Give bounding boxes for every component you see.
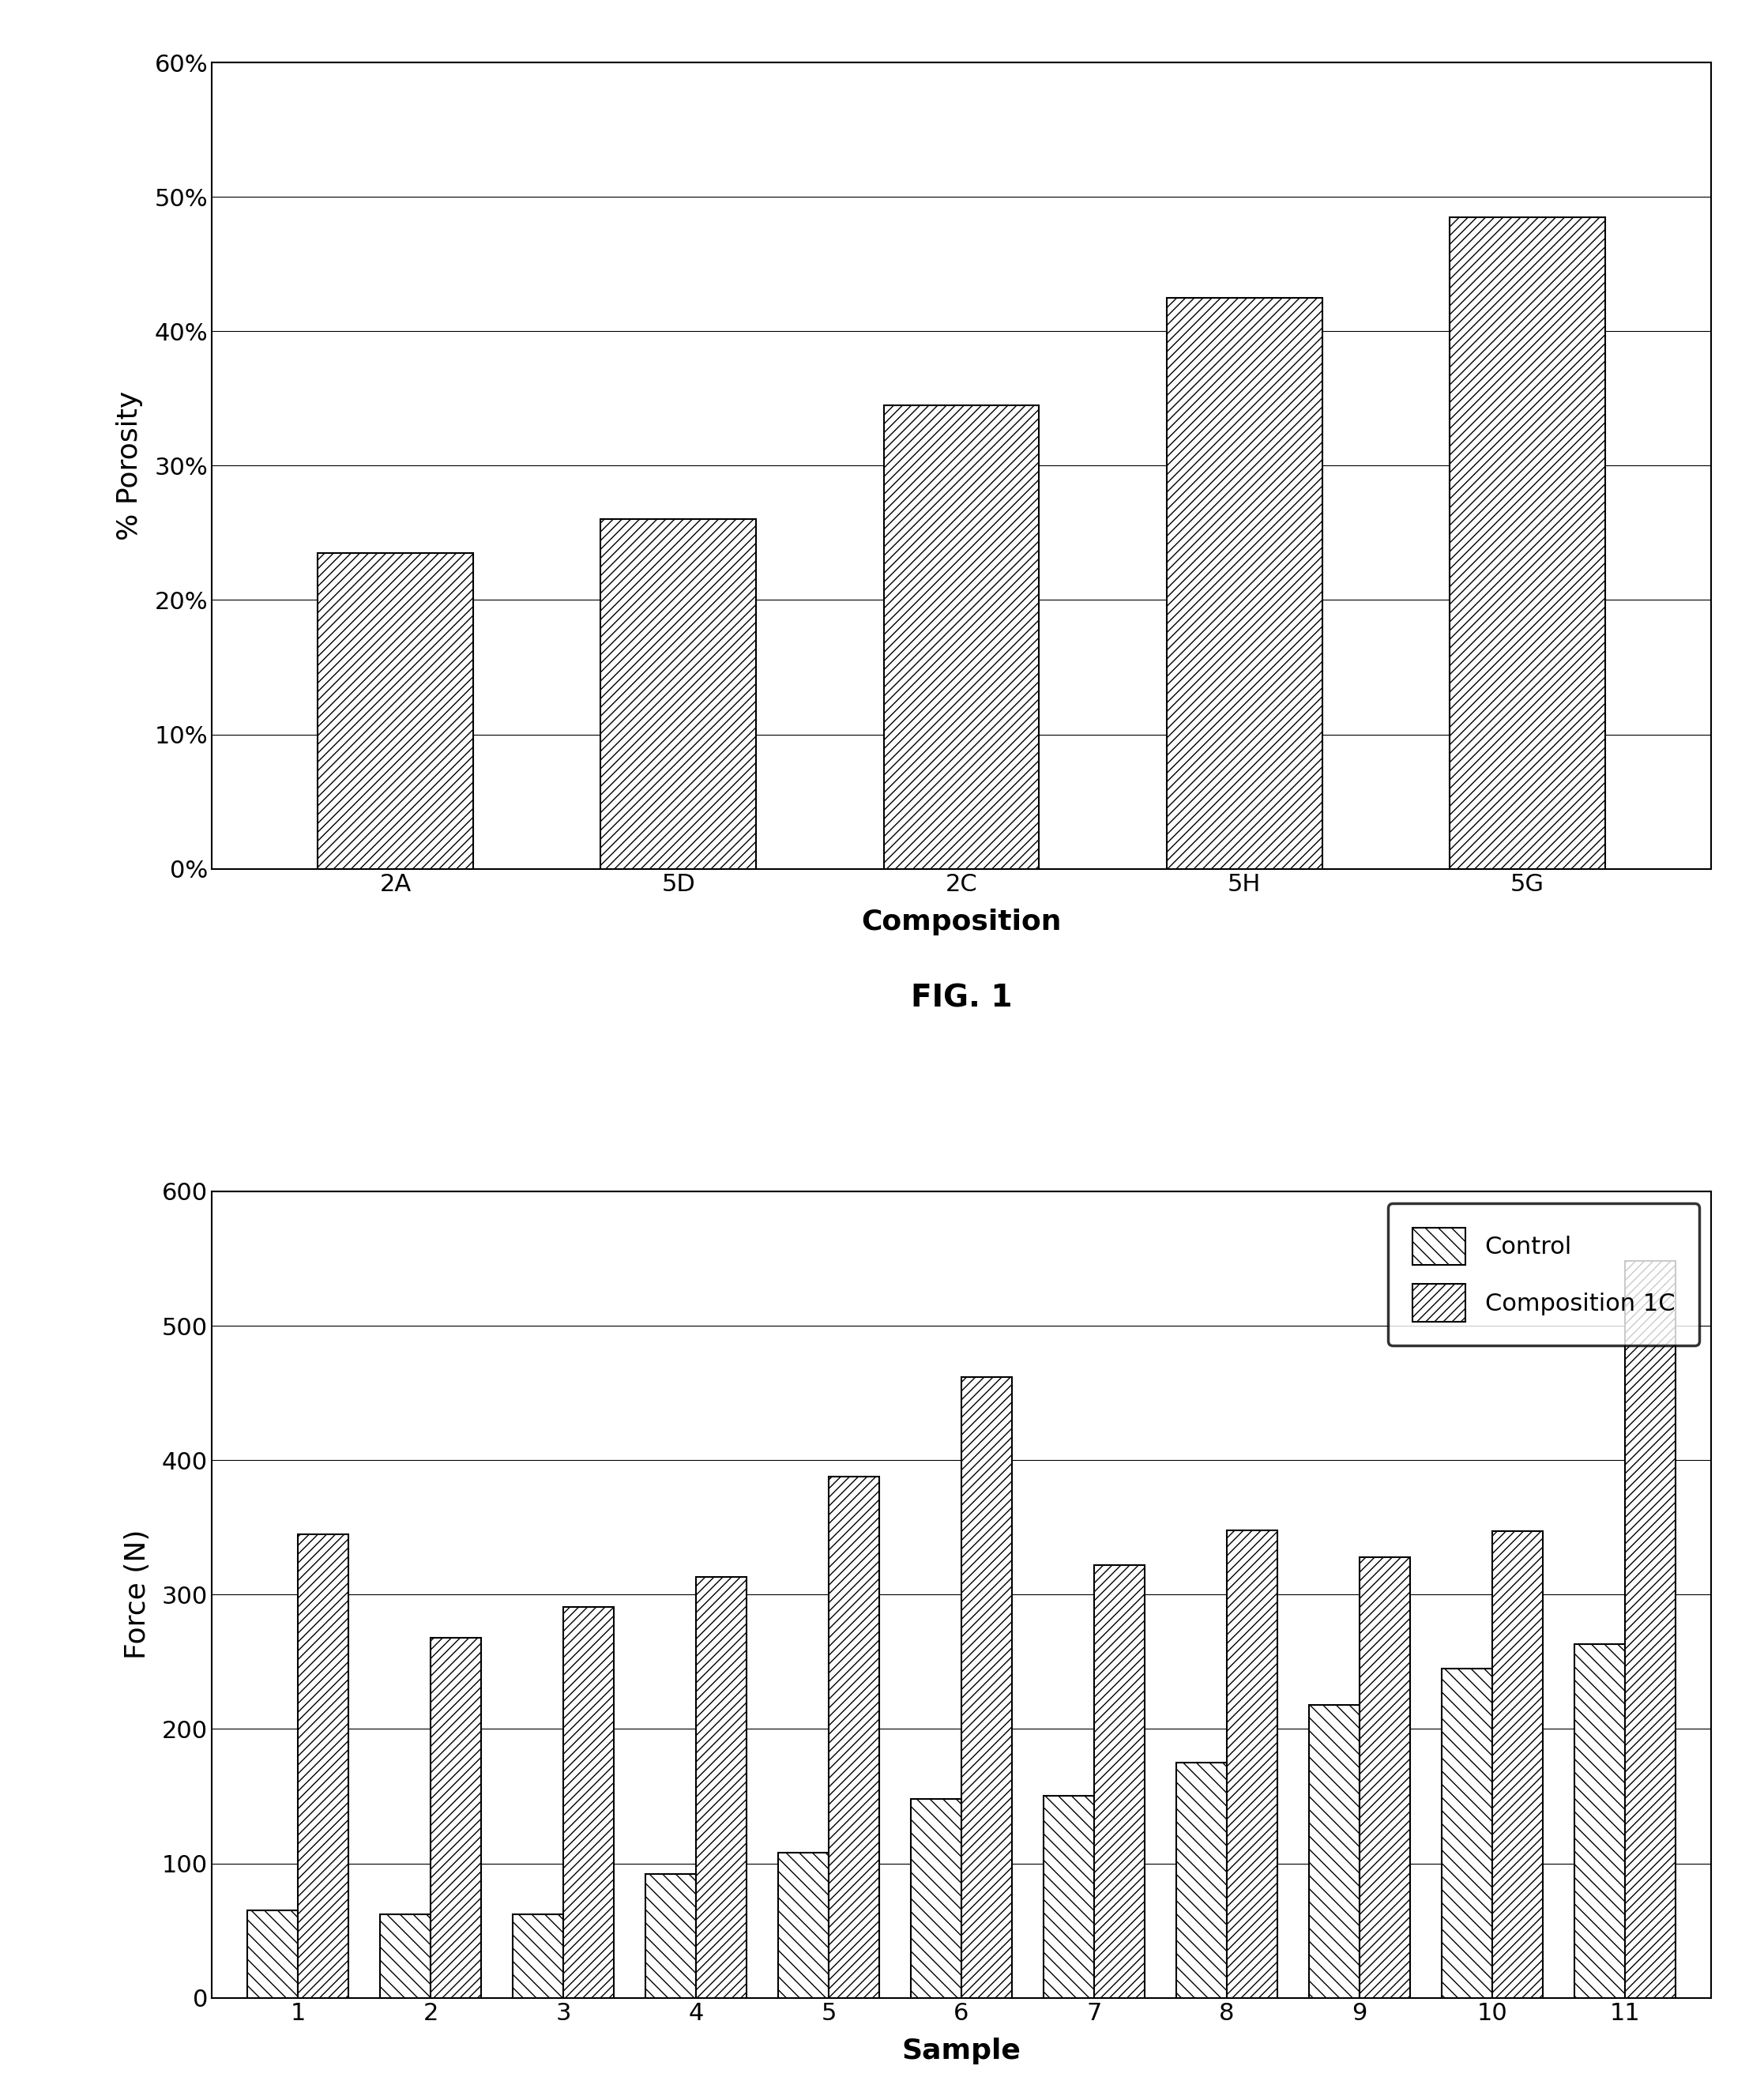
Bar — [318, 554, 473, 870]
Bar — [961, 1378, 1013, 1998]
Bar — [829, 1475, 878, 1998]
X-axis label: Sample: Sample — [901, 2037, 1021, 2064]
Bar — [1492, 1532, 1542, 1998]
Bar — [1441, 1669, 1492, 1998]
Bar — [910, 1798, 961, 1998]
Bar — [1309, 1704, 1360, 1998]
Bar — [1360, 1557, 1409, 1998]
Bar — [1575, 1644, 1625, 1998]
Bar — [298, 1534, 348, 1998]
X-axis label: Composition: Composition — [861, 909, 1062, 936]
Bar — [381, 1915, 430, 1998]
Bar — [430, 1638, 482, 1998]
Bar — [513, 1915, 563, 1998]
Bar — [1450, 216, 1605, 870]
Text: FIG. 1: FIG. 1 — [910, 984, 1013, 1013]
Legend: Control, Composition 1C: Control, Composition 1C — [1388, 1203, 1699, 1346]
Bar — [1226, 1530, 1277, 1998]
Bar — [1166, 298, 1321, 870]
Bar — [697, 1577, 746, 1998]
Bar — [563, 1607, 614, 1998]
Bar — [1625, 1261, 1676, 1998]
Bar — [1177, 1763, 1226, 1998]
Bar — [1094, 1565, 1145, 1998]
Y-axis label: % Porosity: % Porosity — [116, 391, 143, 541]
Bar — [247, 1910, 298, 1998]
Bar — [646, 1875, 697, 1998]
Bar — [884, 406, 1039, 870]
Bar — [778, 1852, 829, 1998]
Bar — [602, 520, 757, 870]
Bar — [1044, 1796, 1094, 1998]
Y-axis label: Force (N): Force (N) — [123, 1530, 152, 1659]
